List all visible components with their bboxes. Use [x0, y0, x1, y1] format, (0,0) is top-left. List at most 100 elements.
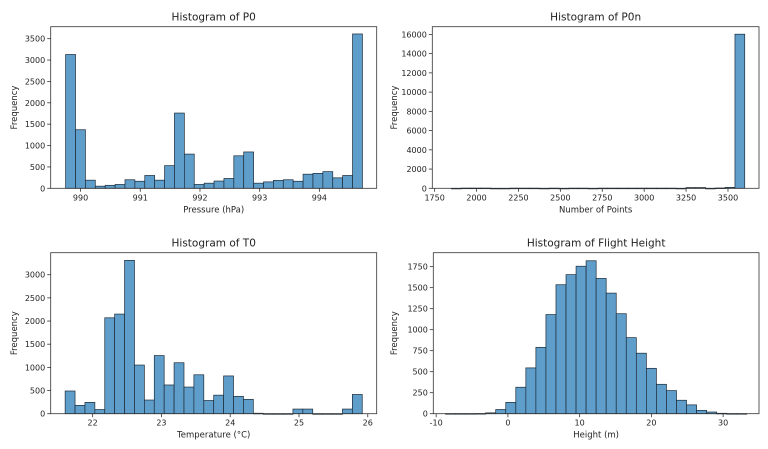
histogram-bar [85, 179, 96, 189]
x-tick-label: 23 [156, 419, 166, 428]
histogram-bar [65, 54, 76, 189]
histogram-p0n: 1750 2000 2250 2500 2750 3000 3250 3500 0 2000 400… [390, 12, 760, 215]
y-tick-label: 0 [40, 184, 45, 193]
axes-frame [432, 252, 760, 415]
y-tick-label: 1500 [407, 284, 427, 293]
histogram-bar [734, 33, 746, 189]
y-tick-label: 1500 [25, 120, 45, 129]
y-tick-label: 3000 [25, 271, 45, 280]
histogram-bar [696, 409, 707, 415]
x-axis-label: Height (m) [573, 431, 619, 441]
y-tick-label: 500 [30, 387, 45, 396]
histogram-bar [505, 402, 517, 415]
histogram-bar [233, 395, 244, 415]
x-tick-label: 0 [505, 419, 510, 428]
histogram-bar [292, 408, 304, 415]
histogram-bar [243, 398, 254, 415]
histogram-bar [545, 314, 557, 415]
x-tick-label: 2000 [466, 193, 486, 202]
histogram-bar [153, 355, 165, 415]
histogram-bar [223, 375, 234, 415]
x-tick-label: 994 [312, 193, 327, 202]
chart-title: Histogram of P0n [550, 12, 641, 24]
histogram-bar [134, 180, 146, 189]
y-axis-label: Frequency [390, 86, 400, 130]
histogram-bar [173, 362, 185, 415]
histogram-t0: 22 23 24 25 26 0 500 1000 1500 2000 2500 3000 Histog… [10, 238, 378, 441]
histogram-bar [676, 399, 687, 415]
histogram-bar [174, 112, 185, 189]
y-tick-label: 8000 [406, 107, 426, 116]
histogram-bar [75, 129, 86, 189]
y-tick-label: 1000 [25, 142, 45, 151]
histogram-bar [625, 337, 637, 415]
x-axis-label: Number of Points [559, 205, 633, 215]
histogram-bar [575, 265, 587, 415]
y-tick-label: 0 [40, 410, 45, 419]
y-tick-label: 4000 [406, 146, 426, 155]
histogram-bar [585, 260, 597, 415]
histogram-bar [273, 180, 284, 189]
y-tick-label: 2000 [25, 317, 45, 326]
histogram-bar [124, 179, 136, 189]
y-tick-label: 2000 [406, 165, 426, 174]
histogram-bar [495, 409, 507, 415]
histogram-bar [193, 184, 205, 189]
x-tick-label: 20 [646, 419, 656, 428]
histogram-bar [352, 394, 363, 415]
x-axis-label: Pressure (hPa) [183, 205, 244, 215]
y-tick-label: 1750 [407, 263, 427, 272]
y-axis-label: Frequency [10, 86, 20, 130]
x-tick-label: 10 [575, 419, 585, 428]
y-tick-label: 0 [423, 410, 428, 419]
y-tick-label: 500 [30, 163, 45, 172]
histogram-bar [94, 409, 106, 415]
histogram-bar [243, 151, 254, 189]
histogram-bar [183, 153, 195, 189]
histogram-bar [565, 274, 577, 415]
histogram-bar [114, 184, 126, 189]
y-tick-label: 6000 [406, 127, 426, 136]
histogram-bar [104, 184, 116, 189]
y-tick-label: 14000 [401, 50, 426, 59]
histogram-bar [332, 177, 343, 189]
histogram-bar [263, 181, 274, 189]
x-tick-label: -10 [430, 419, 443, 428]
histogram-bar [193, 374, 205, 415]
y-axis-label: Frequency [390, 311, 400, 355]
x-tick-label: 990 [73, 193, 88, 202]
chart-title: Histogram of T0 [172, 238, 256, 250]
x-tick-label: 24 [225, 419, 235, 428]
histogram-bar [302, 173, 314, 189]
histogram-bar [203, 182, 215, 189]
x-tick-label: 2250 [508, 193, 528, 202]
histogram-bar [213, 180, 225, 189]
histogram-bar [134, 364, 145, 415]
histogram-bar [525, 367, 537, 415]
histogram-bar [292, 180, 304, 189]
histogram-bar [183, 386, 195, 415]
histogram-bar [223, 178, 235, 189]
histogram-bar [635, 352, 647, 415]
y-tick-label: 1000 [407, 326, 427, 335]
histogram-bar [352, 33, 363, 189]
x-axis-label: Temperature (°C) [176, 431, 250, 441]
x-tick-label: 992 [192, 193, 207, 202]
histogram-flight-height: -10 0 10 20 3002505007501000125015001750Hist… [390, 238, 760, 441]
x-tick-label: 3250 [676, 193, 696, 202]
axes-frame [50, 252, 378, 415]
chart-title: Histogram of P0 [172, 12, 256, 24]
histogram-bar [233, 155, 245, 189]
histogram-bar [555, 284, 567, 415]
histogram-bar [666, 390, 677, 415]
y-tick-label: 2500 [25, 294, 45, 303]
y-tick-label: 16000 [401, 30, 426, 39]
x-tick-label: 25 [294, 419, 304, 428]
histogram-bar [282, 179, 294, 189]
x-tick-label: 26 [363, 419, 373, 428]
x-tick-label: 2500 [550, 193, 570, 202]
histogram-bar [84, 401, 96, 415]
y-tick-label: 750 [413, 347, 428, 356]
histogram-bar [104, 317, 116, 415]
histogram-bar [302, 408, 314, 415]
